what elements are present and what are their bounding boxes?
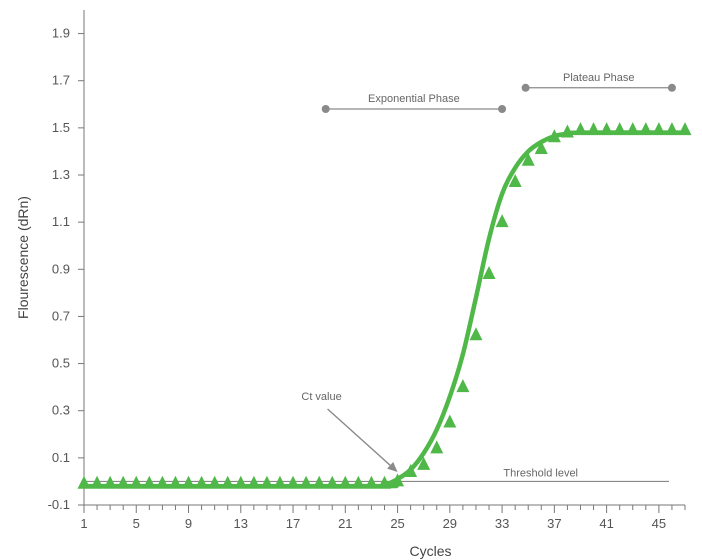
ct-value-arrowhead <box>387 461 398 472</box>
ct-value-arrow <box>327 408 391 466</box>
data-point-marker <box>495 214 509 228</box>
x-tick-label: 37 <box>547 516 561 531</box>
data-point-marker <box>116 475 130 489</box>
data-point-marker <box>443 414 457 428</box>
data-point-marker <box>221 475 235 489</box>
data-point-marker <box>182 475 196 489</box>
x-tick-label: 13 <box>234 516 248 531</box>
x-tick-label: 9 <box>185 516 192 531</box>
data-point-marker <box>639 122 653 136</box>
axes <box>83 10 685 506</box>
data-point-marker <box>404 463 418 477</box>
data-point-marker <box>534 141 548 155</box>
amplification-curve <box>81 130 688 489</box>
data-point-marker <box>508 174 522 188</box>
data-markers <box>77 122 692 489</box>
data-point-marker <box>77 475 91 489</box>
data-point-marker <box>521 152 535 166</box>
plateau-phase-end-dot <box>667 83 676 92</box>
plateau-phase-annotation: Plateau Phase <box>521 72 676 92</box>
y-tick-label: 1.3 <box>52 167 70 182</box>
data-point-marker <box>430 440 444 454</box>
plateau-phase-label: Plateau Phase <box>563 72 635 84</box>
y-tick-label: 0.1 <box>52 450 70 465</box>
exponential-phase-start-dot <box>321 105 330 113</box>
data-point-marker <box>168 475 182 489</box>
data-point-marker <box>469 327 483 341</box>
data-point-marker <box>234 475 248 489</box>
exponential-phase-end-dot <box>498 105 507 113</box>
ct-value-label: Ct value <box>301 391 341 403</box>
y-axis-ticks: -0.1 0.1 0.3 0.5 0.7 0.9 1.1 1.3 1.5 1.7 1.9 <box>48 26 84 512</box>
x-axis-title: Cycles <box>409 543 451 559</box>
ct-value-annotation: Ct value <box>301 391 398 472</box>
x-tick-label: 21 <box>338 516 352 531</box>
x-tick-label: 25 <box>390 516 404 531</box>
x-tick-label: 41 <box>599 516 613 531</box>
plateau-phase-start-dot <box>521 83 530 92</box>
data-point-marker <box>338 475 352 489</box>
data-point-marker <box>195 475 209 489</box>
data-point-marker <box>299 475 313 489</box>
x-tick-label: 33 <box>495 516 509 531</box>
data-point-marker <box>547 129 561 143</box>
data-point-marker <box>391 473 405 487</box>
exponential-phase-label: Exponential Phase <box>368 93 460 105</box>
data-point-marker <box>351 475 365 489</box>
data-point-marker <box>260 475 274 489</box>
data-point-marker <box>286 475 300 489</box>
data-point-marker <box>678 122 692 136</box>
data-point-marker <box>587 122 601 136</box>
data-point-marker <box>600 122 614 136</box>
data-point-marker <box>613 122 627 136</box>
y-tick-label: 0.9 <box>52 261 70 276</box>
y-tick-label: 1.9 <box>52 26 70 41</box>
exponential-phase-annotation: Exponential Phase <box>321 93 507 113</box>
x-axis-ticks: 1 5 9 13 17 21 25 29 33 37 41 45 <box>80 505 686 531</box>
data-point-marker <box>155 475 169 489</box>
threshold-label: Threshold level <box>503 467 578 479</box>
data-point-marker <box>90 475 104 489</box>
x-tick-label: 1 <box>80 516 87 531</box>
data-point-marker <box>325 475 339 489</box>
x-tick-label: 5 <box>133 516 140 531</box>
y-tick-label: 1.7 <box>52 73 70 88</box>
data-point-marker <box>208 475 222 489</box>
data-point-marker <box>312 475 326 489</box>
x-tick-label: 17 <box>286 516 300 531</box>
data-point-marker <box>142 475 156 489</box>
data-point-marker <box>652 122 666 136</box>
data-point-marker <box>378 475 391 489</box>
data-point-marker <box>273 475 287 489</box>
y-axis-title: Flourescence (dRn) <box>15 196 31 319</box>
data-point-marker <box>482 265 496 279</box>
data-point-marker <box>573 122 587 136</box>
y-tick-label: 1.5 <box>52 120 70 135</box>
data-point-marker <box>456 379 470 393</box>
y-tick-label: 0.7 <box>52 308 70 323</box>
x-tick-label: 29 <box>443 516 457 531</box>
y-tick-label: 0.5 <box>52 356 70 371</box>
x-tick-label: 45 <box>652 516 666 531</box>
data-point-marker <box>364 475 378 489</box>
data-point-marker <box>665 122 679 136</box>
data-point-marker <box>129 475 143 489</box>
y-tick-label: -0.1 <box>48 497 70 512</box>
y-tick-label: 1.1 <box>52 214 70 229</box>
data-point-marker <box>417 456 431 470</box>
data-point-marker <box>626 122 640 136</box>
data-point-marker <box>103 475 117 489</box>
data-point-marker <box>560 124 574 138</box>
y-tick-label: 0.3 <box>52 403 70 418</box>
data-point-marker <box>247 475 261 489</box>
